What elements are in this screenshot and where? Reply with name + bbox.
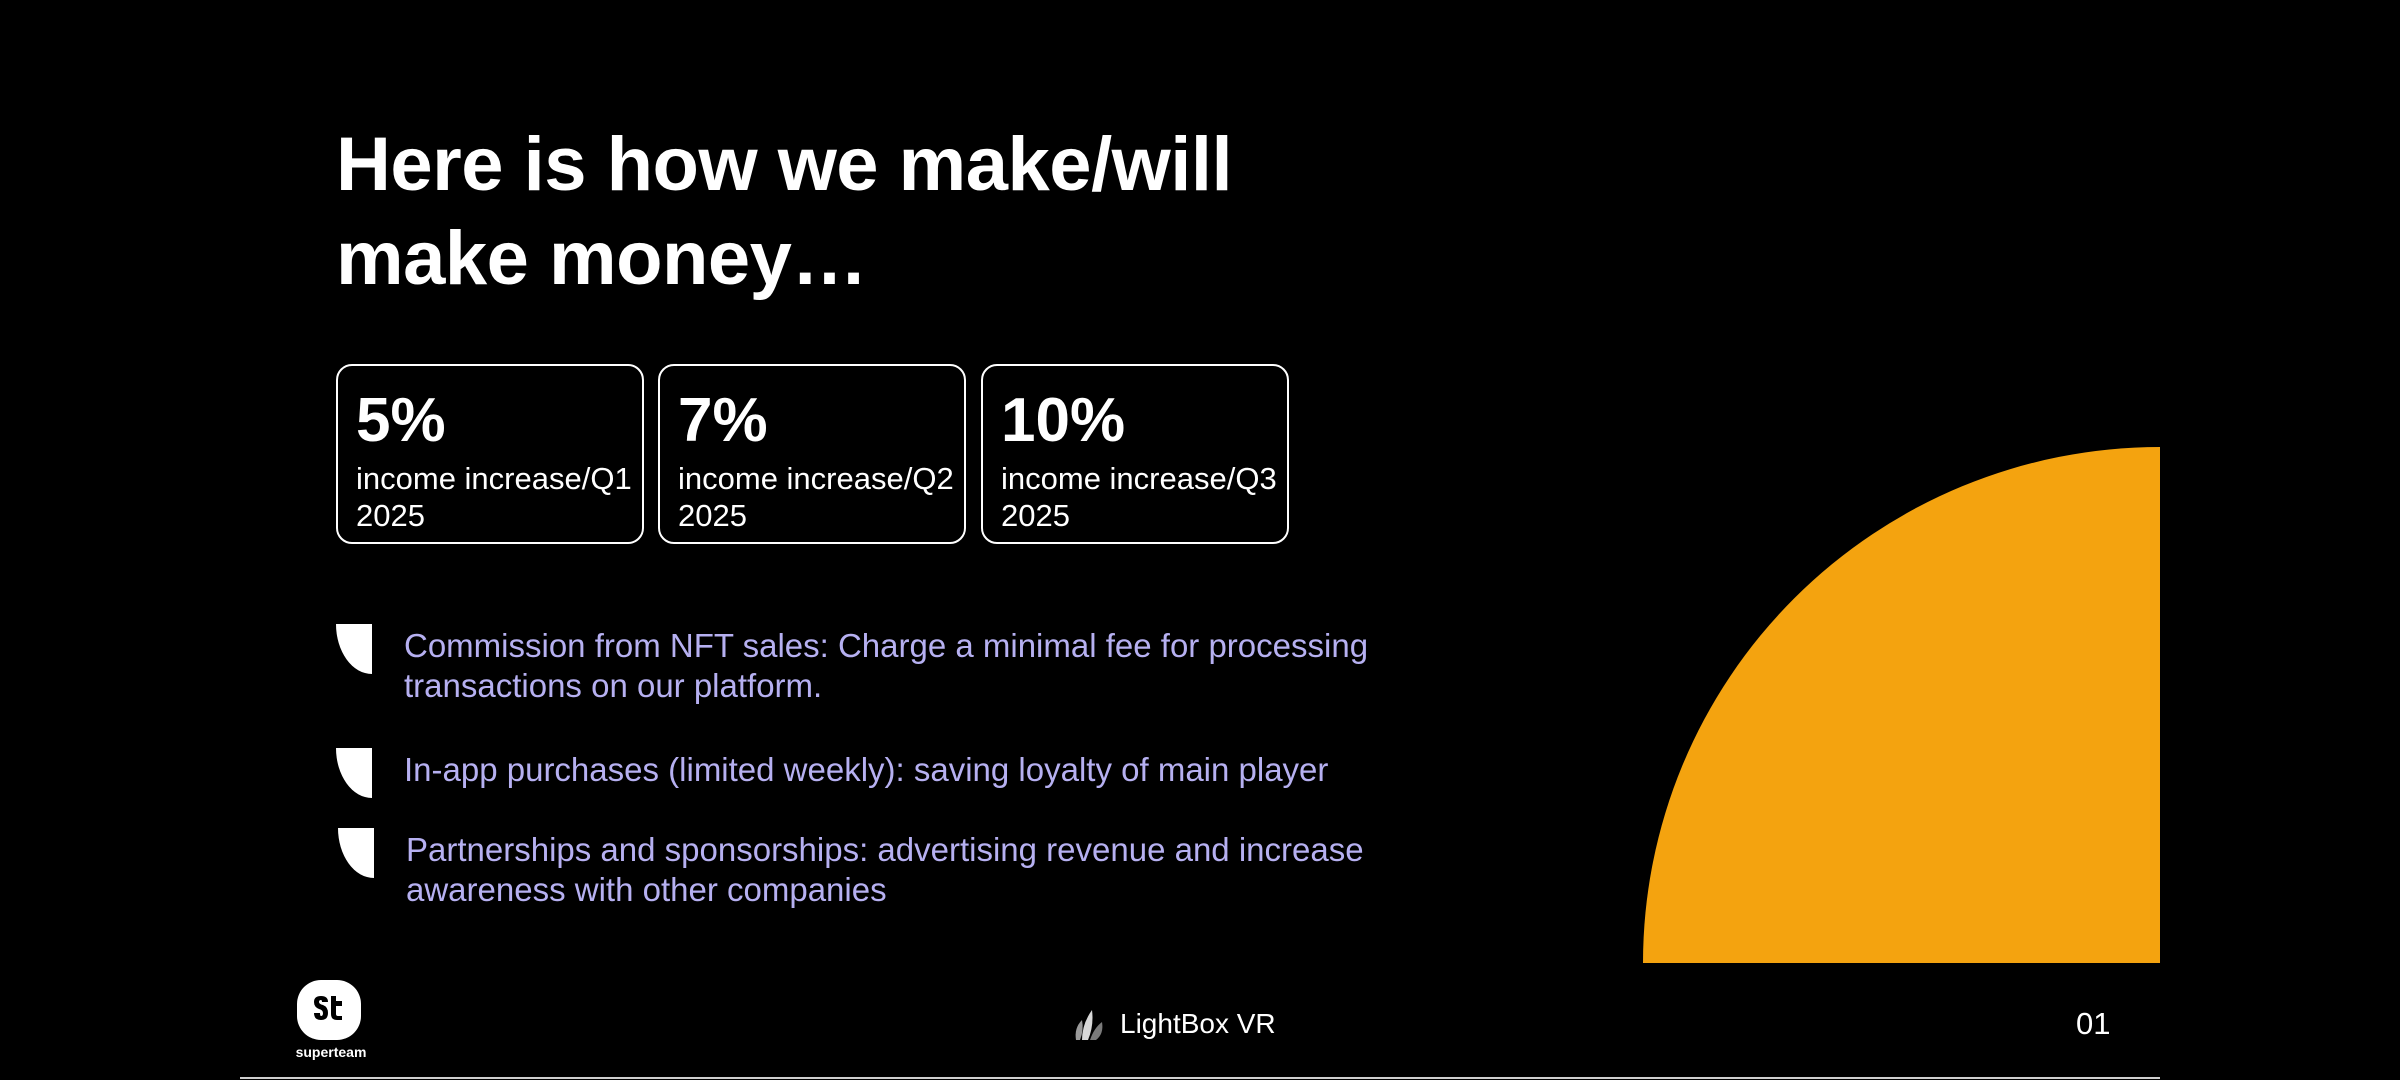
stat-description: income increase/Q1 2025 [356, 461, 632, 533]
superteam-logo-text: superteam [295, 1044, 367, 1060]
bullet-item-nft-commission: Commission from NFT sales: Charge a mini… [336, 624, 1416, 706]
bullet-text: Partnerships and sponsorships: advertisi… [406, 831, 1364, 908]
quarter-circle-bullet-icon [336, 624, 372, 674]
bullet-text: In-app purchases (limited weekly): savin… [404, 751, 1329, 788]
stat-card-q1: 5% income increase/Q1 2025 [336, 364, 644, 544]
stat-card-q2: 7% income increase/Q2 2025 [658, 364, 966, 544]
superteam-logo-icon [297, 980, 361, 1040]
stat-value: 7% [678, 386, 768, 455]
stat-value: 10% [1001, 386, 1126, 455]
decorative-quarter-circle [1643, 447, 2160, 963]
slide-title: Here is how we make/will make money… [336, 122, 1233, 301]
stat-card-q3: 10% income increase/Q3 2025 [981, 364, 1289, 544]
footer-brand: LightBox VR [1072, 1004, 1276, 1044]
footer-brand-name: LightBox VR [1120, 1008, 1276, 1039]
bullet-item-in-app-purchases: In-app purchases (limited weekly): savin… [336, 748, 1416, 798]
page-number: 01 [2076, 1006, 2111, 1041]
quarter-circle-bullet-icon [338, 828, 374, 878]
bullet-text: Commission from NFT sales: Charge a mini… [404, 627, 1369, 704]
lightbox-vr-logo-icon [1075, 1010, 1103, 1040]
bottom-divider [240, 1077, 2160, 1079]
stat-value: 5% [356, 386, 446, 455]
superteam-logo: superteam [286, 980, 376, 1062]
quarter-circle-bullet-icon [336, 748, 372, 798]
bullet-item-partnerships: Partnerships and sponsorships: advertisi… [338, 828, 1418, 910]
stat-description: income increase/Q2 2025 [678, 461, 954, 533]
stat-description: income increase/Q3 2025 [1001, 461, 1277, 533]
